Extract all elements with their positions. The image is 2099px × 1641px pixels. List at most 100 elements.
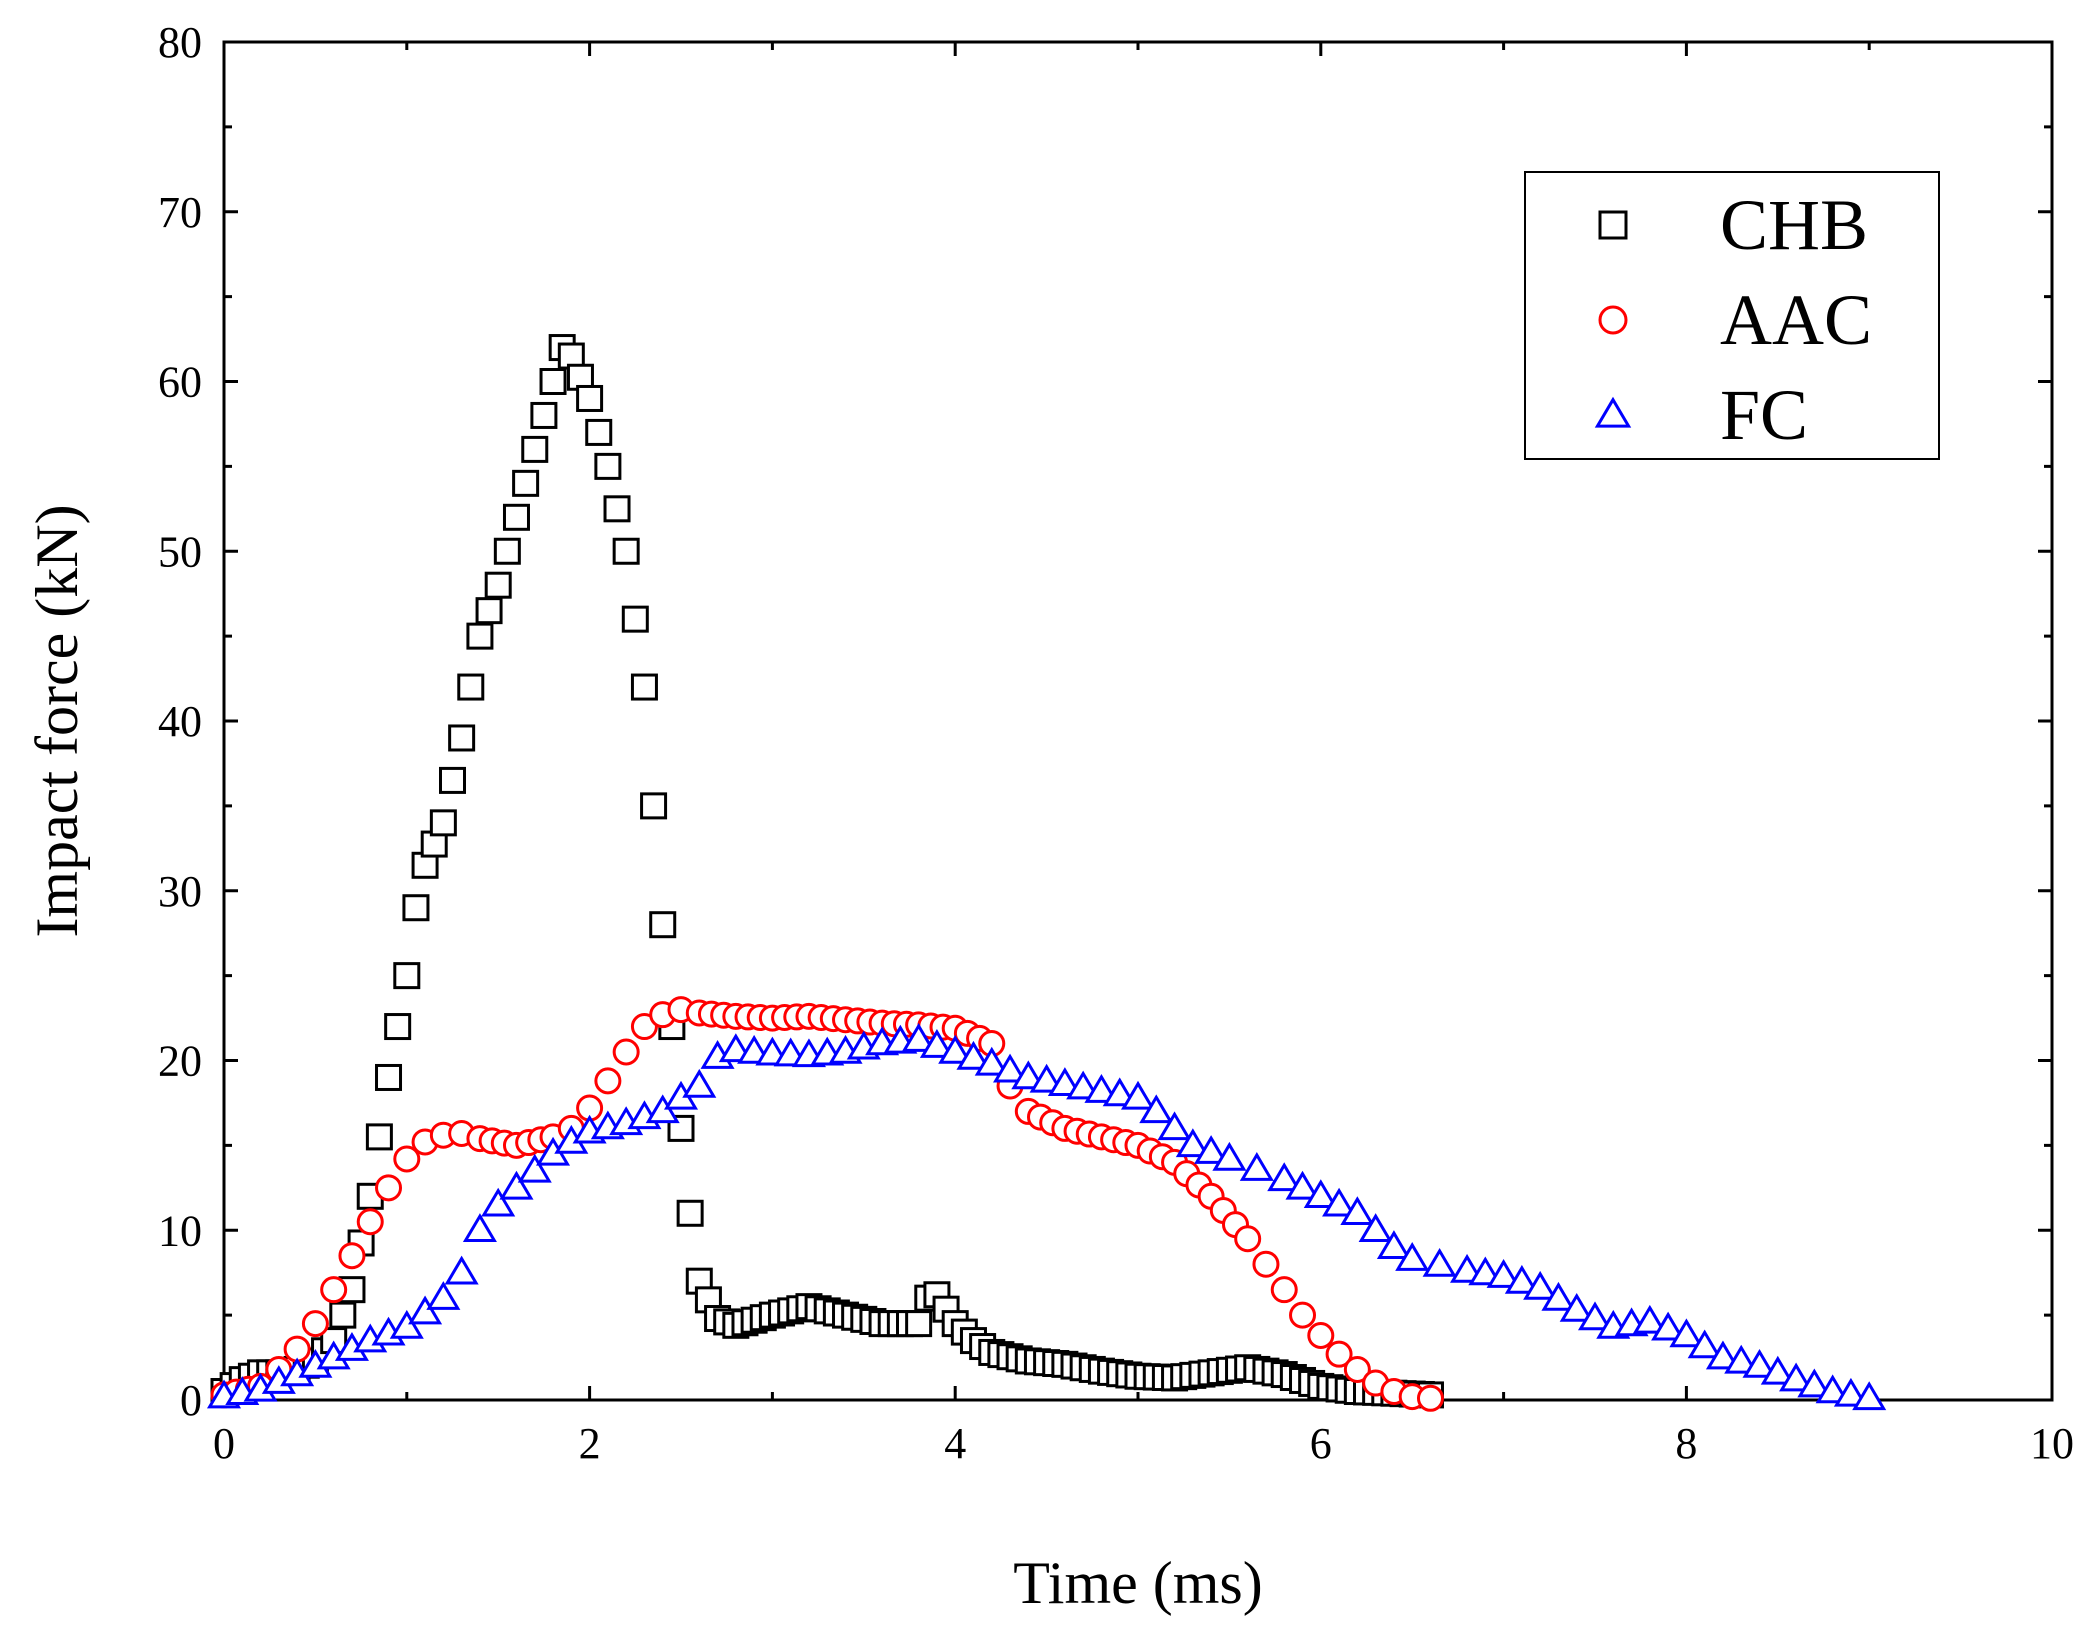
fc-marker <box>1358 1213 1393 1243</box>
chb-marker <box>429 809 457 837</box>
chb-marker <box>384 1013 412 1041</box>
fc-marker <box>1047 1067 1082 1097</box>
fc-marker <box>481 1187 516 1217</box>
legend-marker-chb <box>1598 210 1628 240</box>
fc-marker <box>1852 1381 1887 1411</box>
fc-marker <box>444 1255 479 1285</box>
y-tick-label: 80 <box>158 18 202 67</box>
chb-marker <box>512 469 540 497</box>
chb-marker <box>502 503 530 531</box>
fc-marker <box>1029 1063 1064 1093</box>
fc-marker <box>974 1046 1009 1076</box>
fc-marker <box>462 1213 497 1243</box>
chb-marker <box>630 673 658 701</box>
fc-marker <box>1742 1348 1777 1378</box>
fc-marker <box>956 1040 991 1070</box>
fc-marker <box>499 1170 534 1200</box>
aac-marker <box>1289 1301 1317 1329</box>
fc-marker <box>1175 1128 1210 1158</box>
chb-marker <box>603 495 631 523</box>
y-tick-label: 30 <box>158 867 202 916</box>
fc-marker <box>408 1295 443 1325</box>
chb-marker <box>676 1199 704 1227</box>
aac-marker <box>1234 1225 1262 1253</box>
fc-marker <box>1194 1135 1229 1164</box>
fc-marker <box>1422 1247 1457 1277</box>
aac-marker <box>393 1145 421 1173</box>
fc-marker <box>1376 1230 1411 1259</box>
chb-marker <box>484 571 512 599</box>
fc-marker <box>1084 1073 1119 1103</box>
fc-marker <box>1651 1311 1686 1341</box>
fc-marker <box>1669 1318 1704 1348</box>
chb-marker <box>375 1063 403 1091</box>
aac-marker <box>1270 1276 1298 1304</box>
aac-marker <box>1343 1355 1371 1383</box>
chb-marker <box>621 605 649 633</box>
legend: CHB AAC FC <box>1524 171 1940 460</box>
x-tick-label: 6 <box>1310 1419 1332 1468</box>
x-tick-label: 10 <box>2030 1419 2074 1468</box>
data-series-layer <box>206 334 1887 1412</box>
fc-marker <box>1395 1242 1430 1271</box>
fc-marker <box>1239 1152 1274 1181</box>
fc-marker <box>1523 1270 1558 1300</box>
fc-marker <box>517 1153 552 1183</box>
y-tick-label: 60 <box>158 358 202 407</box>
legend-label-aac: AAC <box>1720 280 1872 360</box>
fc-marker <box>1340 1196 1375 1226</box>
fc-marker <box>1815 1374 1850 1404</box>
fc-marker <box>1102 1077 1137 1107</box>
chb-marker <box>594 452 622 480</box>
chb-marker <box>393 962 421 990</box>
chb-marker <box>439 766 466 794</box>
fc-marker <box>1705 1340 1740 1370</box>
x-tick-label: 8 <box>1675 1419 1697 1468</box>
legend-marker-fc <box>1594 396 1632 428</box>
aac-marker <box>1325 1340 1353 1368</box>
y-tick-label: 70 <box>158 188 202 237</box>
fc-marker <box>901 1023 936 1052</box>
fc-marker <box>426 1281 461 1310</box>
aac-marker <box>1307 1321 1335 1349</box>
fc-marker <box>1541 1281 1576 1311</box>
legend-box <box>1524 171 1940 460</box>
fc-marker <box>1797 1368 1832 1398</box>
fc-marker <box>1157 1111 1192 1141</box>
chb-marker <box>649 911 677 939</box>
y-axis-title: Impact force (kN) <box>24 504 90 937</box>
chb-marker <box>365 1123 393 1151</box>
x-tick-label: 4 <box>944 1419 966 1468</box>
fc-marker <box>1632 1304 1667 1334</box>
fc-marker <box>938 1034 973 1064</box>
chb-marker <box>329 1301 357 1329</box>
fc-marker <box>1760 1355 1795 1385</box>
fc-marker <box>1486 1258 1521 1288</box>
chb-marker <box>905 1310 933 1338</box>
fc-marker <box>1120 1080 1156 1110</box>
y-tick-label: 0 <box>180 1376 202 1425</box>
chb-marker <box>457 673 485 701</box>
chb-marker <box>640 792 668 820</box>
aac-marker <box>594 1067 622 1095</box>
fc-marker <box>1322 1187 1357 1217</box>
y-tick-label: 40 <box>158 697 202 746</box>
series-fc <box>206 1023 1887 1411</box>
chb-marker <box>612 537 640 565</box>
aac-marker <box>338 1242 366 1270</box>
fc-marker <box>1011 1060 1046 1090</box>
fc-marker <box>1577 1301 1613 1331</box>
series-aac <box>210 996 1444 1412</box>
x-axis-title: Time (ms) <box>1013 1550 1263 1616</box>
aac-marker <box>1252 1250 1280 1278</box>
axis-tick-labels: 0 2 4 6 8 10 0 10 20 30 40 50 60 70 80 <box>158 18 2074 1468</box>
fc-marker <box>1559 1292 1594 1322</box>
fc-marker <box>1687 1329 1722 1359</box>
chb-marker <box>667 1114 695 1142</box>
y-tick-label: 20 <box>158 1037 202 1086</box>
fc-marker <box>1468 1256 1503 1286</box>
legend-marker-aac <box>1598 305 1628 335</box>
fc-marker <box>1267 1162 1302 1192</box>
chb-marker <box>448 724 476 752</box>
